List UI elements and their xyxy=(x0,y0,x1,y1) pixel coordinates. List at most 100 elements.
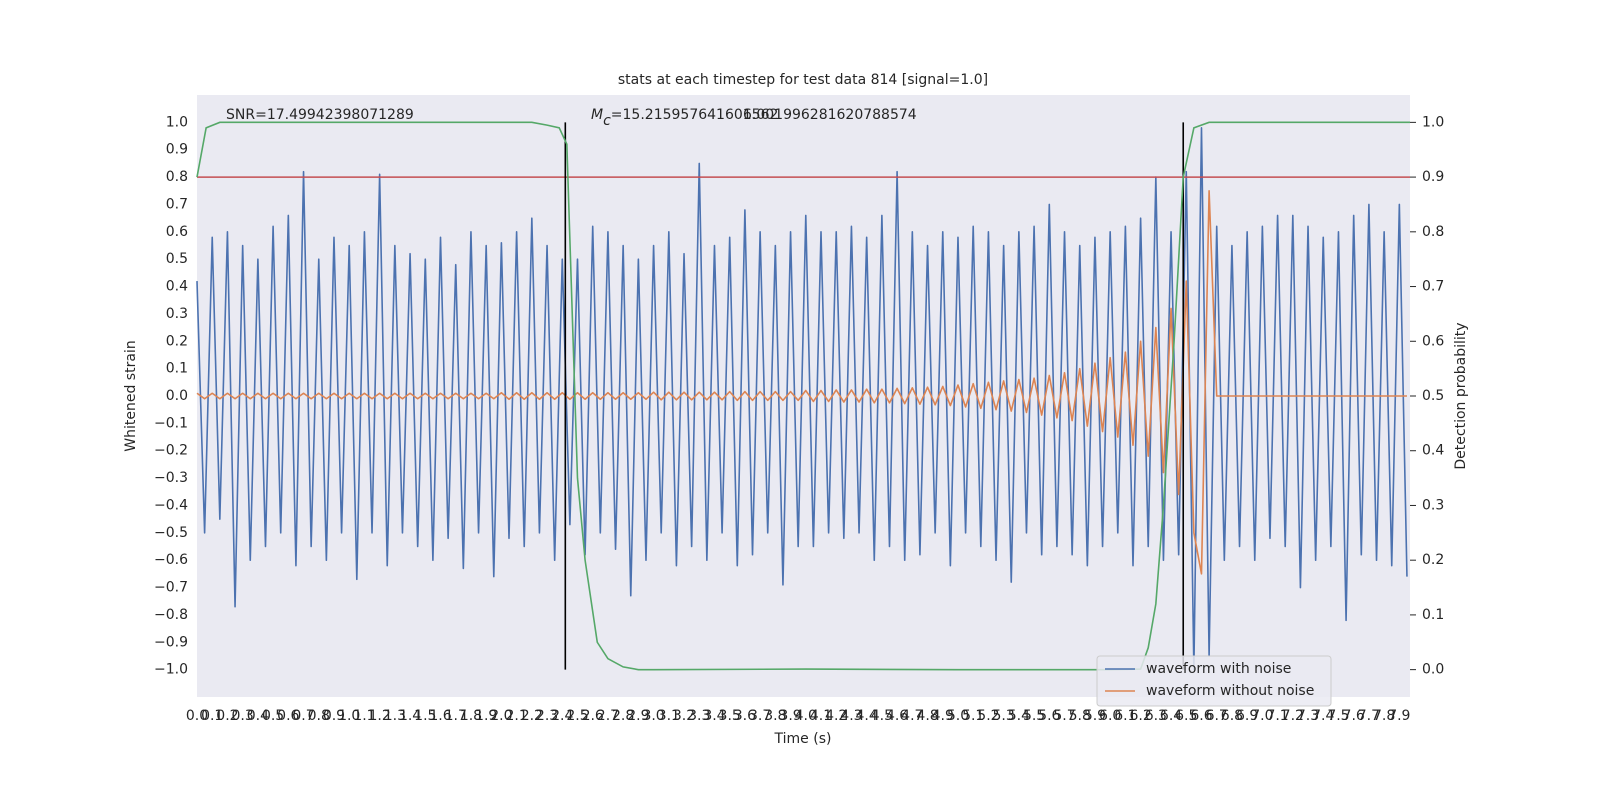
y2-tick-label: 0.8 xyxy=(1422,224,1444,240)
x-tick-label: 6.4 xyxy=(1160,708,1182,724)
x-tick-label: 1.3 xyxy=(384,708,406,724)
x-tick-label: 4.6 xyxy=(886,708,908,724)
y-tick-label: 0.6 xyxy=(166,224,188,240)
x-tick-label: 4.2 xyxy=(825,708,847,724)
y-tick-label: 0.8 xyxy=(166,169,188,185)
x-tick-label: 6.1 xyxy=(1114,708,1136,724)
x-tick-label: 1.5 xyxy=(414,708,436,724)
y-tick-label: 0.2 xyxy=(166,333,188,349)
annotation-symbol: M xyxy=(591,107,603,123)
x-tick-label: 5.5 xyxy=(1023,708,1045,724)
x-tick-label: 6.8 xyxy=(1221,708,1243,724)
x-tick-label: 5.7 xyxy=(1053,708,1075,724)
data xyxy=(196,127,1408,671)
x-tick-label: 1.7 xyxy=(445,708,467,724)
x-tick-label: 3.7 xyxy=(749,708,771,724)
x-tick-label: 2.6 xyxy=(582,708,604,724)
x-tick-label: 5.9 xyxy=(1084,708,1106,724)
series-line xyxy=(196,189,1407,575)
y-tick-label: 0.3 xyxy=(166,306,188,322)
x-tick-label: 3.4 xyxy=(703,708,725,724)
x-tick-label: 6.7 xyxy=(1206,708,1228,724)
x-tick-label: 4.8 xyxy=(916,708,938,724)
annotation: SNR=17.49942398071289 xyxy=(226,107,414,123)
y2-tick-label: 0.4 xyxy=(1422,443,1444,459)
x-tick-label: 1.6 xyxy=(429,708,451,724)
x-tick-label: 1.4 xyxy=(399,708,421,724)
legend-label: waveform with noise xyxy=(1146,661,1291,677)
x-tick-label: 0.8 xyxy=(308,708,330,724)
x-tick-label: 0.5 xyxy=(262,708,284,724)
x-tick-label: 4.9 xyxy=(932,708,954,724)
x-axis-label: Time (s) xyxy=(774,731,832,747)
y2-tick-label: 0.2 xyxy=(1422,552,1444,568)
x-tick-label: 6.9 xyxy=(1236,708,1258,724)
x-tick-label: 3.1 xyxy=(658,708,680,724)
x-tick-label: 7.6 xyxy=(1343,708,1365,724)
x-tick-label: 7.2 xyxy=(1282,708,1304,724)
overlay xyxy=(196,121,1410,671)
y-tick-label: 0.4 xyxy=(166,279,188,295)
x-tick-label: 4.7 xyxy=(901,708,923,724)
x-tick-label: 6.2 xyxy=(1129,708,1151,724)
x-tick-label: 5.8 xyxy=(1069,708,1091,724)
x-tick-label: 0.7 xyxy=(292,708,314,724)
x-tick-label: 3.5 xyxy=(719,708,741,724)
x-tick-label: 7.1 xyxy=(1266,708,1288,724)
y2-tick-label: 0.5 xyxy=(1422,388,1444,404)
x-tick-label: 4.5 xyxy=(871,708,893,724)
x-tick-label: 2.8 xyxy=(612,708,634,724)
x-tick-label: 5.3 xyxy=(993,708,1015,724)
x-tick-label: 4.1 xyxy=(810,708,832,724)
x-tick-label: 3.9 xyxy=(779,708,801,724)
y-tick-label: 0.5 xyxy=(166,251,188,267)
x-tick-label: 3.3 xyxy=(688,708,710,724)
x-tick-label: 4.3 xyxy=(840,708,862,724)
x-tick-label: 2.7 xyxy=(597,708,619,724)
y-tick-label: −0.9 xyxy=(154,634,188,650)
annotation-subscript: c xyxy=(603,113,611,129)
x-tick-label: 0.4 xyxy=(247,708,269,724)
x-tick-label: 2.1 xyxy=(505,708,527,724)
annotation: Mc=15.215957641601562 xyxy=(591,107,778,129)
y-tick-label: −0.7 xyxy=(154,580,188,596)
x-tick-label: 1.2 xyxy=(369,708,391,724)
x-tick-label: 5.1 xyxy=(962,708,984,724)
x-tick-label: 7.5 xyxy=(1327,708,1349,724)
y-axis-label: Whitened strain xyxy=(123,340,139,451)
x-tick-label: 2.0 xyxy=(490,708,512,724)
annotation-text: =15.215957641601562 xyxy=(611,107,779,123)
x-tick-label: 7.0 xyxy=(1251,708,1273,724)
x-tick-label: 5.2 xyxy=(977,708,999,724)
x-tick-label: 5.0 xyxy=(947,708,969,724)
y-tick-label: 1.0 xyxy=(166,114,188,130)
y-tick-label: −0.1 xyxy=(154,415,188,431)
y-tick-label: −0.8 xyxy=(154,607,188,623)
y2-axis-label: Detection probability xyxy=(1453,322,1469,469)
x-tick-label: 0.6 xyxy=(277,708,299,724)
x-tick-label: 1.0 xyxy=(338,708,360,724)
y2-tick-label: 0.1 xyxy=(1422,607,1444,623)
y2-tick-label: 0.9 xyxy=(1422,169,1444,185)
legend: waveform with noise waveform without nois… xyxy=(1096,655,1332,707)
y-tick-label: 0.1 xyxy=(166,361,188,377)
x-tick-label: 3.2 xyxy=(673,708,695,724)
x-tick-label: 2.2 xyxy=(521,708,543,724)
labels: stats at each timestep for test data 814… xyxy=(123,72,1469,747)
x-tick-label: 0.3 xyxy=(232,708,254,724)
y-tick-label: −0.6 xyxy=(154,552,188,568)
x-tick-label: 6.5 xyxy=(1175,708,1197,724)
legend-box xyxy=(1096,655,1332,707)
x-tick-label: 6.3 xyxy=(1145,708,1167,724)
grid2 xyxy=(1410,121,1416,671)
probability-line xyxy=(196,121,1410,671)
x-tick-label: 5.4 xyxy=(1008,708,1030,724)
x-tick-label: 0.0 xyxy=(186,708,208,724)
y2-tick-label: 0.6 xyxy=(1422,333,1444,349)
x-tick-label: 3.0 xyxy=(642,708,664,724)
x-tick-label: 2.5 xyxy=(566,708,588,724)
x-tick-label: 7.3 xyxy=(1297,708,1319,724)
x-tick-label: 6.0 xyxy=(1099,708,1121,724)
x-tick-label: 1.9 xyxy=(475,708,497,724)
